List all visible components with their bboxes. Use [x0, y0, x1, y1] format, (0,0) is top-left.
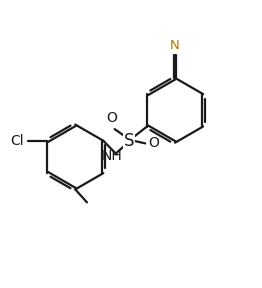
Text: Cl: Cl — [10, 134, 24, 148]
Text: N: N — [170, 39, 180, 52]
Text: S: S — [124, 132, 134, 150]
Text: O: O — [106, 111, 117, 125]
Text: O: O — [148, 136, 159, 150]
Text: NH: NH — [102, 149, 122, 163]
